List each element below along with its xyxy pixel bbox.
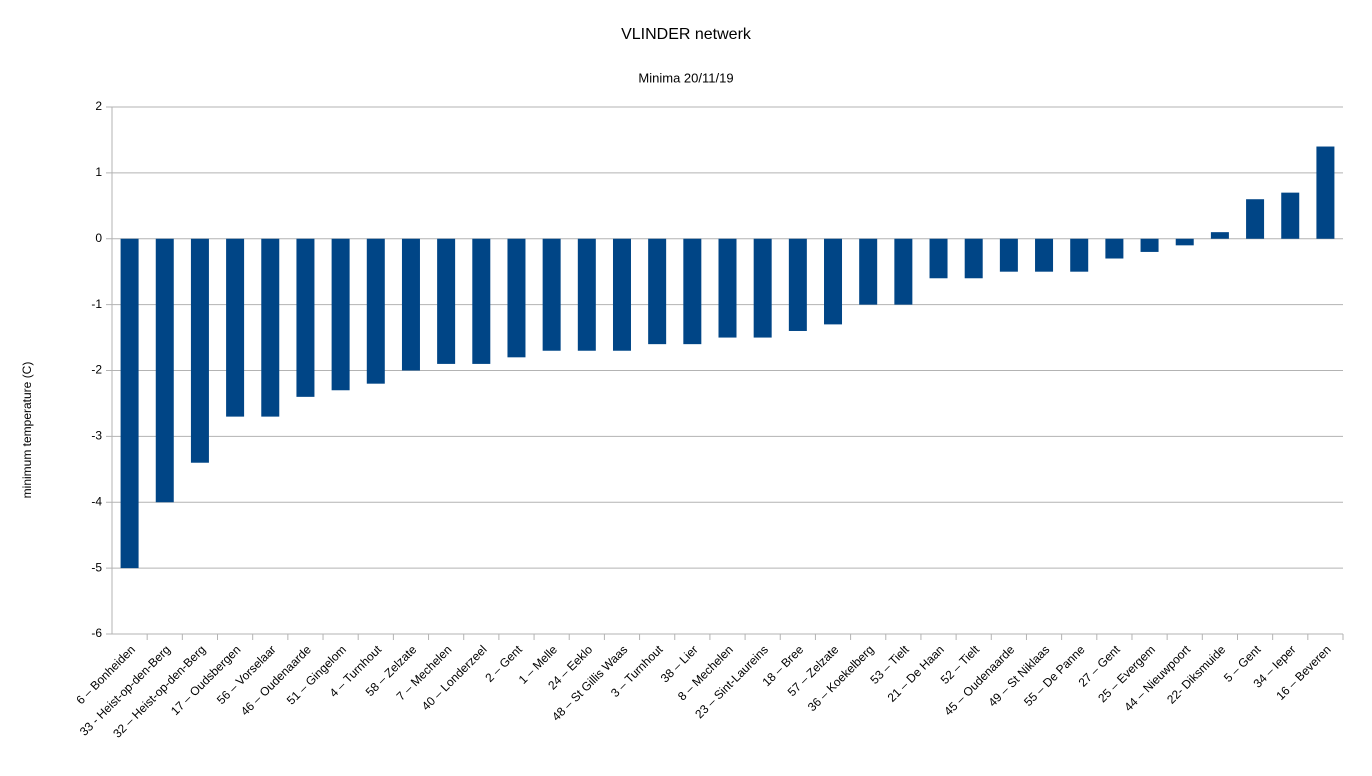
bar	[120, 238, 139, 569]
bar	[155, 238, 174, 503]
bar	[718, 238, 737, 338]
x-tick-label: 6 – Bonheiden	[73, 642, 138, 707]
x-tick-label: 36 – Koekelberg	[805, 642, 877, 714]
bar	[577, 238, 596, 351]
y-tick-label: 2	[95, 99, 102, 113]
bar	[964, 238, 983, 279]
bar	[999, 238, 1018, 272]
x-tick-label: 40 – Londerzeel	[419, 642, 490, 713]
bar	[612, 238, 631, 351]
y-tick-label: 1	[95, 165, 102, 179]
bar	[331, 238, 350, 391]
bar	[1316, 146, 1335, 239]
bar	[366, 238, 385, 384]
bar	[683, 238, 702, 345]
x-tick-label: 55 – De Panne	[1021, 642, 1088, 709]
bar	[1140, 238, 1159, 252]
y-tick-label: -3	[91, 429, 102, 443]
chart-title: VLINDER netwerk	[621, 26, 752, 43]
bar	[507, 238, 526, 358]
chart-subtitle: Minima 20/11/19	[638, 70, 733, 85]
x-tick-label: 49 – St Niklaas	[985, 642, 1052, 709]
y-tick-label: -5	[91, 560, 102, 574]
bar	[1070, 238, 1089, 272]
bar	[226, 238, 245, 417]
bar	[1210, 232, 1229, 239]
bar	[788, 238, 807, 331]
bar	[648, 238, 667, 345]
bar	[824, 238, 843, 325]
bar	[472, 238, 491, 364]
bar	[1035, 238, 1054, 272]
bar	[753, 238, 772, 338]
bar	[859, 238, 878, 305]
bar	[190, 238, 209, 463]
bar	[542, 238, 561, 351]
bar	[894, 238, 913, 305]
bar	[1246, 199, 1265, 239]
y-tick-label: -2	[91, 363, 102, 377]
bar	[1105, 238, 1124, 259]
bar	[296, 238, 315, 397]
bar	[401, 238, 420, 371]
y-tick-label: -1	[91, 297, 102, 311]
y-tick-label: -4	[91, 494, 102, 508]
bar	[261, 238, 280, 417]
y-axis-label: minimum temperature (C)	[20, 362, 34, 499]
bar	[1281, 192, 1300, 239]
bar	[437, 238, 456, 364]
bar	[929, 238, 948, 279]
bar	[1175, 238, 1194, 246]
y-tick-label: -6	[91, 626, 102, 640]
y-tick-label: 0	[95, 231, 102, 245]
